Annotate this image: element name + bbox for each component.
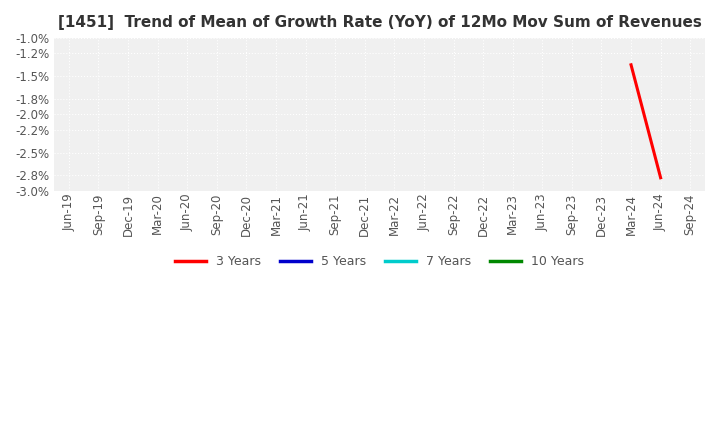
Title: [1451]  Trend of Mean of Growth Rate (YoY) of 12Mo Mov Sum of Revenues: [1451] Trend of Mean of Growth Rate (YoY… [58,15,701,30]
Legend: 3 Years, 5 Years, 7 Years, 10 Years: 3 Years, 5 Years, 7 Years, 10 Years [170,250,589,273]
